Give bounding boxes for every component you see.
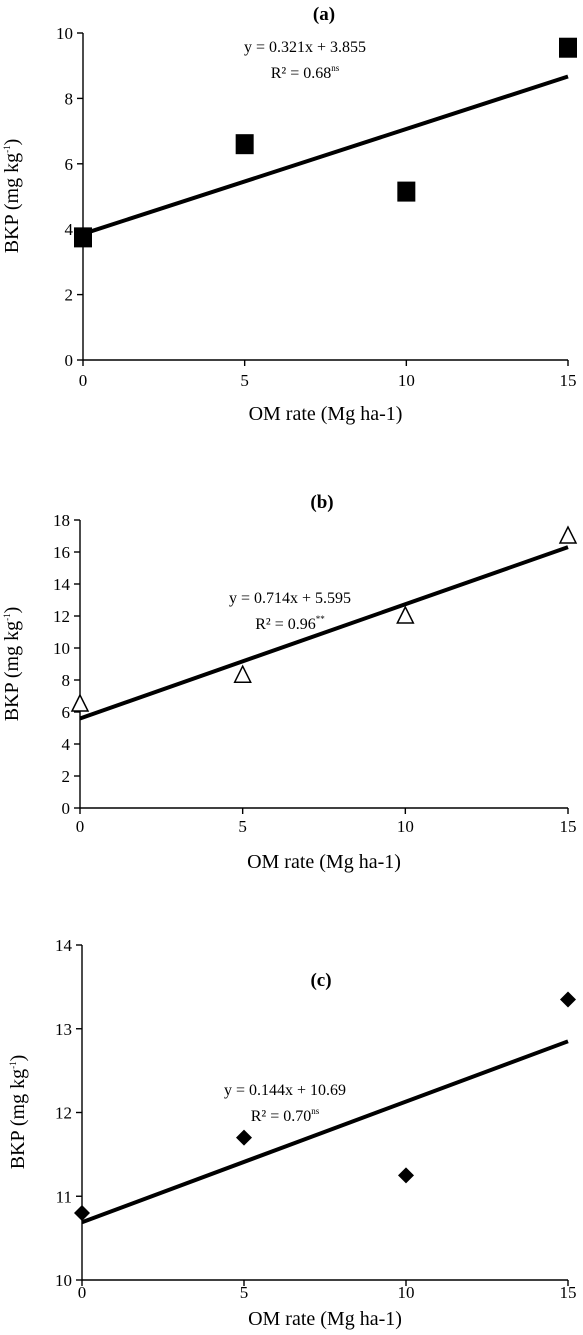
- x-tick-label: 10: [397, 817, 414, 836]
- x-tick-label: 15: [560, 1283, 577, 1302]
- x-tick-label: 15: [560, 817, 577, 836]
- data-point: [558, 525, 578, 544]
- y-tick-label: 12: [53, 607, 70, 626]
- data-point: [236, 1129, 252, 1146]
- panel-label: (a): [313, 4, 335, 25]
- x-tick-label: 15: [560, 371, 577, 390]
- y-tick-label: 14: [53, 575, 71, 594]
- trendline: [79, 545, 569, 721]
- y-tick-label: 16: [53, 543, 70, 562]
- data-point: [70, 693, 90, 712]
- y-tick-label: 4: [65, 220, 74, 239]
- x-tick-label: 5: [240, 371, 249, 390]
- y-tick-label: 10: [53, 639, 70, 658]
- y-tick-label: 8: [65, 89, 74, 108]
- y-tick-label: 6: [62, 703, 71, 722]
- x-tick-label: 5: [240, 1283, 249, 1302]
- r-squared: R² = 0.96**: [255, 614, 325, 633]
- y-tick-label: 2: [65, 286, 74, 305]
- x-tick-label: 5: [238, 817, 247, 836]
- x-tick-label: 10: [398, 371, 415, 390]
- data-point: [74, 1205, 90, 1221]
- y-axis-title: BKP (mg kg-1): [1, 139, 23, 254]
- trend-equation: y = 0.321x + 3.855: [244, 39, 366, 56]
- x-tick-label: 0: [76, 817, 85, 836]
- y-tick-label: 0: [65, 351, 74, 370]
- x-tick-label: 0: [78, 1283, 87, 1302]
- y-axis-title: BKP (mg kg-1): [7, 1055, 29, 1170]
- data-point: [396, 605, 415, 624]
- x-axis-title: OM rate (Mg ha-1): [247, 851, 401, 873]
- data-point: [559, 37, 577, 58]
- trend-equation: y = 0.144x + 10.69: [224, 1082, 346, 1099]
- data-point: [397, 181, 416, 202]
- y-tick-label: 4: [62, 735, 71, 754]
- y-tick-label: 6: [65, 155, 74, 174]
- data-point: [398, 1167, 414, 1184]
- panel-label: (b): [310, 492, 333, 513]
- panel-label: (c): [310, 970, 331, 991]
- y-tick-label: 11: [56, 1187, 72, 1206]
- data-point: [233, 664, 252, 683]
- chart-panel-2: 0 2 4 6 8 10 12 14 16 18 0 5 10 15 OM rate (Mg ha-1) BK…: [1, 492, 578, 873]
- y-tick-label: 18: [53, 511, 70, 530]
- x-axis-title: OM rate (Mg ha-1): [249, 403, 403, 425]
- y-tick-label: 0: [62, 799, 71, 818]
- data-point: [560, 991, 576, 1008]
- data-point: [235, 134, 254, 155]
- y-tick-label: 13: [55, 1020, 72, 1039]
- r-squared: R² = 0.70ns: [251, 1106, 320, 1125]
- data-point: [74, 227, 92, 248]
- y-tick-label: 2: [62, 767, 71, 786]
- y-tick-label: 12: [55, 1104, 72, 1123]
- y-tick-label: 10: [55, 1271, 72, 1290]
- x-axis-title: OM rate (Mg ha-1): [248, 1308, 402, 1330]
- y-tick-label: 8: [62, 671, 71, 690]
- y-tick-label: 10: [56, 24, 73, 43]
- chart-panel-1: 0 2 4 6 8 10 0 5 10 15 OM rate (Mg ha-1) BKP (mg kg…: [1, 4, 577, 425]
- trendline: [81, 1039, 569, 1225]
- chart-panel-3: 10 11 12 13 14 0 5 10 15 OM rate (Mg ha-1) BKP (mg…: [7, 936, 577, 1330]
- x-tick-label: 0: [79, 371, 88, 390]
- y-axis-title: BKP (mg kg-1): [1, 607, 23, 722]
- y-tick-label: 14: [55, 936, 73, 955]
- r-squared: R² = 0.68ns: [271, 63, 340, 82]
- trendline: [82, 74, 569, 236]
- trend-equation: y = 0.714x + 5.595: [229, 590, 351, 607]
- x-tick-label: 10: [398, 1283, 415, 1302]
